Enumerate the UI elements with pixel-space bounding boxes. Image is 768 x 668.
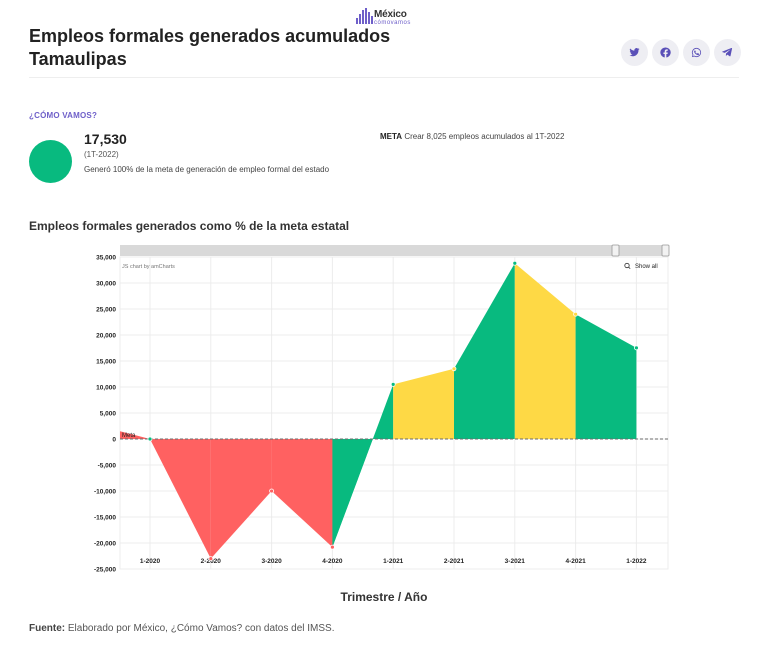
y-tick-label: -25,000 — [94, 567, 116, 574]
telegram-icon — [722, 48, 733, 57]
section-label: ¿CÓMO VAMOS? — [29, 111, 98, 120]
meta-label: META — [380, 132, 403, 141]
data-point — [451, 366, 457, 372]
status-indicator — [29, 140, 72, 183]
y-tick-label: -15,000 — [94, 515, 116, 522]
header-divider — [29, 77, 739, 78]
meta-goal: META Crear 8,025 empleos acumulados al 1… — [380, 132, 564, 141]
facebook-icon — [660, 47, 671, 58]
y-tick-label: -5,000 — [98, 463, 117, 470]
area-segment — [575, 314, 637, 439]
source-footer: Fuente: Elaborado por México, ¿Cómo Vamo… — [29, 623, 335, 634]
area-segment — [332, 439, 373, 548]
area-segment — [372, 384, 394, 439]
logo-subtext: cómovamos — [374, 20, 411, 26]
logo-bars-icon — [356, 8, 378, 24]
x-axis-title: Trimestre / Año — [341, 590, 428, 604]
area-segment — [454, 263, 515, 439]
x-tick-label: 1-2020 — [140, 558, 161, 565]
page-title: Empleos formales generados acumulados Ta… — [29, 26, 391, 69]
area-segment — [150, 439, 211, 559]
y-tick-label: -10,000 — [94, 489, 116, 496]
x-tick-label: 3-2020 — [261, 558, 282, 565]
chart-scrollbar[interactable] — [120, 245, 668, 256]
logo-text: México — [374, 9, 407, 20]
source-label: Fuente: — [29, 623, 66, 634]
meta-text: Crear 8,025 empleos acumulados al 1T-202… — [404, 132, 565, 141]
data-point — [390, 381, 396, 387]
summary-description: Generó 100% de la meta de generación de … — [84, 165, 330, 174]
twitter-icon — [629, 48, 640, 57]
area-segment — [120, 431, 150, 439]
area-segment — [210, 439, 272, 559]
y-tick-label: 30,000 — [96, 281, 116, 288]
share-bar — [621, 39, 741, 66]
y-tick-label: 35,000 — [96, 255, 116, 262]
x-tick-label: 3-2021 — [505, 558, 526, 565]
data-point — [269, 488, 275, 494]
area-segment — [271, 439, 333, 548]
x-tick-label: 4-2020 — [322, 558, 343, 565]
summary-value: 17,530 — [84, 131, 127, 147]
x-tick-label: 2-2020 — [201, 558, 222, 565]
data-point — [147, 436, 153, 442]
y-tick-label: 20,000 — [96, 333, 116, 340]
scrollbar-grip-right[interactable] — [661, 244, 670, 257]
whatsapp-share-button[interactable] — [683, 39, 710, 66]
area-segment — [514, 263, 576, 439]
x-tick-label: 4-2021 — [565, 558, 586, 565]
x-tick-label: 2-2021 — [444, 558, 465, 565]
telegram-share-button[interactable] — [714, 39, 741, 66]
source-text: Elaborado por México, ¿Cómo Vamos? con d… — [67, 623, 335, 634]
y-tick-label: 5,000 — [100, 411, 117, 418]
meta-label: Meta — [122, 433, 136, 439]
data-point — [208, 556, 214, 561]
data-point — [573, 311, 578, 317]
data-point — [634, 345, 639, 351]
mexico-como-vamos-logo: México cómovamos — [356, 6, 416, 30]
chart-credit: JS chart by amCharts — [122, 264, 175, 270]
data-point — [512, 260, 518, 266]
y-tick-label: -20,000 — [94, 541, 116, 548]
y-tick-label: 15,000 — [96, 359, 116, 366]
y-tick-label: 25,000 — [96, 307, 116, 314]
whatsapp-icon — [691, 47, 702, 58]
chart-section-title: Empleos formales generados como % de la … — [29, 219, 350, 233]
facebook-share-button[interactable] — [652, 39, 679, 66]
scrollbar-grip-left[interactable] — [611, 244, 620, 257]
data-point — [329, 544, 335, 550]
y-tick-label: 10,000 — [96, 385, 116, 392]
area-segment — [393, 368, 454, 439]
twitter-share-button[interactable] — [621, 39, 648, 66]
summary-period: (1T-2022) — [84, 150, 119, 159]
x-tick-label: 1-2022 — [626, 558, 647, 565]
zoom-icon — [628, 266, 631, 269]
zoom-icon — [624, 262, 630, 269]
x-tick-label: 1-2021 — [383, 558, 404, 565]
y-tick-label: 0 — [112, 437, 116, 444]
show-all-button[interactable]: Show all — [635, 264, 658, 270]
